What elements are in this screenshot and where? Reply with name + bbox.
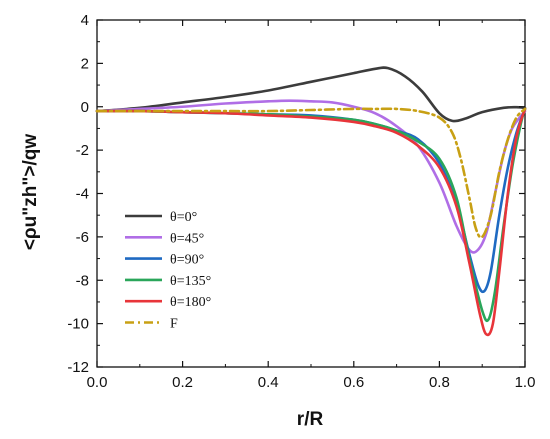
x-tick-label: 0.2 bbox=[172, 374, 193, 391]
series-line-2 bbox=[95, 107, 527, 294]
y-tick-label: -12 bbox=[67, 359, 89, 376]
y-tick-label: 0 bbox=[81, 99, 89, 116]
legend-label-5: F bbox=[170, 317, 178, 332]
y-tick-label: -6 bbox=[76, 229, 89, 246]
tick-group: 0.0 0.2 0.4 0.6 0.8 1.0 4 2 0 -2 -4 -6 -8 -10 -12 bbox=[67, 12, 535, 391]
series-line-0 bbox=[95, 66, 527, 123]
y-tick-label: -10 bbox=[67, 316, 89, 333]
x-tick-label: 0.0 bbox=[87, 374, 108, 391]
x-tick-label: 0.8 bbox=[429, 374, 450, 391]
series-line-5 bbox=[95, 107, 527, 239]
x-tick-label: 0.6 bbox=[343, 374, 364, 391]
legend: θ=0° θ=45° θ=90° θ=135° θ=180° F bbox=[125, 210, 211, 332]
x-tick-label: 0.4 bbox=[258, 374, 279, 391]
plot-frame bbox=[96, 19, 526, 368]
series-line-4 bbox=[95, 107, 527, 337]
legend-label-0: θ=0° bbox=[170, 210, 197, 225]
y-tick-label: 2 bbox=[81, 55, 89, 72]
series-line-1 bbox=[95, 99, 527, 254]
y-tick-label: -4 bbox=[76, 186, 89, 203]
y-tick-label: 4 bbox=[81, 12, 89, 29]
x-tick-label: 1.0 bbox=[515, 374, 536, 391]
x-axis-label: r/R bbox=[297, 409, 324, 430]
legend-label-4: θ=180° bbox=[170, 295, 211, 310]
legend-label-1: θ=45° bbox=[170, 231, 204, 246]
y-axis-label: <ρu"zh">/qw bbox=[20, 134, 41, 251]
legend-label-2: θ=90° bbox=[170, 253, 204, 268]
y-tick-label: -8 bbox=[76, 272, 89, 289]
plot-frame-group bbox=[96, 19, 526, 368]
y-tick-label: -2 bbox=[76, 142, 89, 159]
legend-label-3: θ=135° bbox=[170, 274, 211, 289]
series-group bbox=[95, 66, 527, 337]
